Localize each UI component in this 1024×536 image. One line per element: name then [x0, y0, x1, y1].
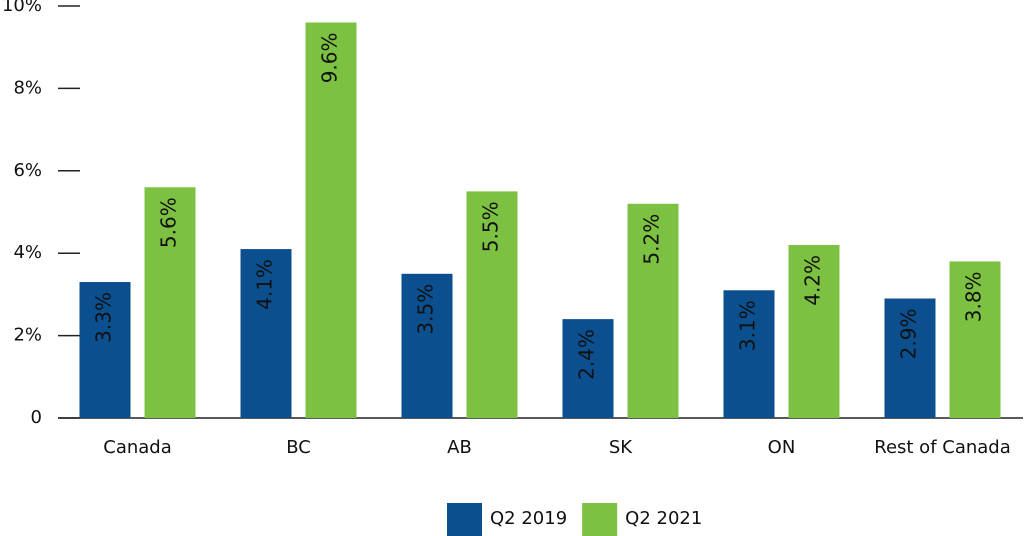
value-label: 4.2% — [801, 255, 825, 306]
legend-label: Q2 2021 — [625, 508, 702, 529]
value-label: 3.5% — [414, 284, 438, 335]
value-label: 9.6% — [318, 32, 342, 83]
value-label: 5.2% — [640, 214, 664, 265]
bar — [466, 191, 518, 418]
x-tick-label: BC — [286, 437, 311, 458]
bar — [788, 244, 840, 418]
value-label: 3.3% — [92, 292, 116, 343]
value-label: 2.4% — [575, 329, 599, 380]
y-tick-label: 4% — [13, 242, 42, 263]
value-label: 4.1% — [253, 259, 277, 310]
legend-label: Q2 2019 — [490, 508, 567, 529]
bar — [949, 261, 1001, 418]
x-tick-label: SK — [609, 437, 633, 458]
bar — [884, 298, 936, 418]
legend-swatch — [582, 503, 618, 536]
value-label: 5.5% — [479, 201, 503, 252]
x-tick-label: Rest of Canada — [874, 437, 1011, 458]
value-label: 3.1% — [736, 300, 760, 351]
value-label: 2.9% — [897, 309, 921, 360]
y-tick-label: 2% — [13, 325, 42, 346]
bar — [305, 22, 357, 418]
x-tick-label: AB — [447, 437, 472, 458]
bar — [627, 203, 679, 418]
x-tick-label: Canada — [103, 437, 172, 458]
legend-swatch — [447, 503, 482, 536]
y-tick-label: 8% — [13, 77, 42, 98]
bar — [723, 290, 775, 418]
y-tick-label: 10% — [2, 0, 42, 16]
y-tick-label: 6% — [13, 160, 42, 181]
x-tick-label: ON — [768, 437, 796, 458]
value-label: 5.6% — [157, 197, 181, 248]
bar — [144, 187, 196, 418]
y-tick-label: 0 — [31, 407, 42, 428]
bar — [79, 282, 131, 418]
bar — [240, 249, 292, 418]
value-label: 3.8% — [962, 271, 986, 322]
bar — [401, 273, 453, 418]
bar — [562, 319, 614, 418]
